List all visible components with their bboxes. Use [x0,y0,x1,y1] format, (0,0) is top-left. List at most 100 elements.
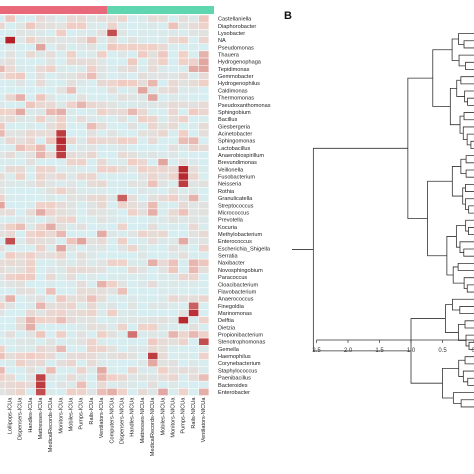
heatmap-cell [178,21,189,30]
heatmap-cell [188,122,199,131]
heatmap-cell [86,29,98,37]
heatmap-cell [157,244,169,253]
heatmap-cell [198,366,210,375]
heatmap-cell [178,280,189,289]
heatmap-cell [65,380,77,389]
heatmap-cell [96,79,108,88]
heatmap-cell [157,57,169,66]
heatmap-cell [188,345,199,353]
heatmap-cell [45,122,57,131]
heatmap-cell [55,122,67,131]
heatmap-cell [157,266,169,274]
heatmap-cell [76,165,87,174]
heatmap-cell [55,172,67,181]
heatmap-cell [147,143,159,152]
dendrogram-branch [427,180,453,257]
heatmap-cell [35,301,47,310]
heatmap-cell [0,330,6,339]
heatmap-cell [147,266,159,274]
heatmap-cell [4,72,16,80]
heatmap-cell [188,129,199,138]
heatmap-cell [147,136,159,145]
heatmap-cell [86,79,98,88]
heatmap-cell [106,359,118,368]
heatmap-cell [157,380,169,389]
heatmap-cell [65,93,77,102]
heatmap-cell [86,136,98,145]
heatmap-cell [167,309,179,317]
heatmap-cell [35,251,47,260]
heatmap-cell [178,330,189,339]
sample-label: Mobiles-ICUa [69,397,75,432]
heatmap-cell [15,273,26,281]
heatmap-cell [167,208,179,217]
heatmap-cell [25,316,36,324]
dendrogram-branch [458,54,474,67]
dendrogram-branch [451,38,460,61]
heatmap-cell [188,388,199,396]
heatmap-cell [116,93,128,102]
heatmap-cell [96,14,108,23]
heatmap-cell [106,93,118,102]
heatmap-cell [55,136,67,145]
icu-group-bar [0,6,107,14]
heatmap-cell [198,280,210,289]
dendrogram-distance-axis: 2.5 2.0 1.5 1.0 0.5 0. [312,339,474,354]
heatmap-cell [178,100,189,109]
heatmap-cell [188,337,199,346]
heatmap-cell [137,337,149,346]
heatmap-cell [167,222,179,231]
heatmap-cell [178,115,189,123]
heatmap-cell [127,388,138,396]
heatmap-cell [45,330,57,339]
heatmap-cell [157,330,169,339]
heatmap-cell [45,100,57,109]
heatmap-cell [116,316,128,324]
heatmap-cell [0,21,6,30]
dendrogram-branch [466,133,474,146]
heatmap-cell [157,251,169,260]
heatmap-cell [116,280,128,289]
genus-label: Delftia [218,318,235,324]
heatmap-cell [157,122,169,131]
heatmap-cell [65,29,77,37]
heatmap-cell [25,136,36,145]
heatmap-cell [55,352,67,360]
heatmap-cell [96,100,108,109]
heatmap-cell [35,287,47,296]
dendrogram-branch [451,166,463,197]
heatmap-cell [55,258,67,267]
heatmap-cell [25,330,36,339]
heatmap-cell [116,14,128,23]
heatmap-cell [35,316,47,324]
heatmap-cell [55,29,67,37]
heatmap-cell [96,143,108,152]
heatmap-cell [45,366,57,375]
heatmap-cell [167,251,179,260]
heatmap-cell [96,309,108,317]
heatmap-cell [198,86,210,95]
heatmap-cell [76,237,87,246]
heatmap-cell [45,258,57,267]
heatmap-cell [65,136,77,145]
dendrogram-tick-label: 2.0 [344,348,353,354]
heatmap-cell [15,366,26,375]
heatmap-cell [167,36,179,44]
dendrogram-branch [442,367,459,399]
heatmap-cell [137,100,149,109]
heatmap-cell [178,380,189,389]
heatmap-cell [55,187,67,195]
heatmap-cell [15,65,26,73]
heatmap-cell [65,244,77,253]
heatmap-cell [188,266,199,274]
heatmap-cell [86,187,98,195]
heatmap-cell [25,115,36,123]
heatmap-cell [167,359,179,368]
heatmap-cell [178,222,189,231]
heatmap-cell [188,258,199,267]
heatmap-cell [157,108,169,116]
heatmap-cell [178,187,189,195]
heatmap-cell [35,136,47,145]
heatmap-cell [4,352,16,360]
dendrogram-branch [464,356,474,365]
